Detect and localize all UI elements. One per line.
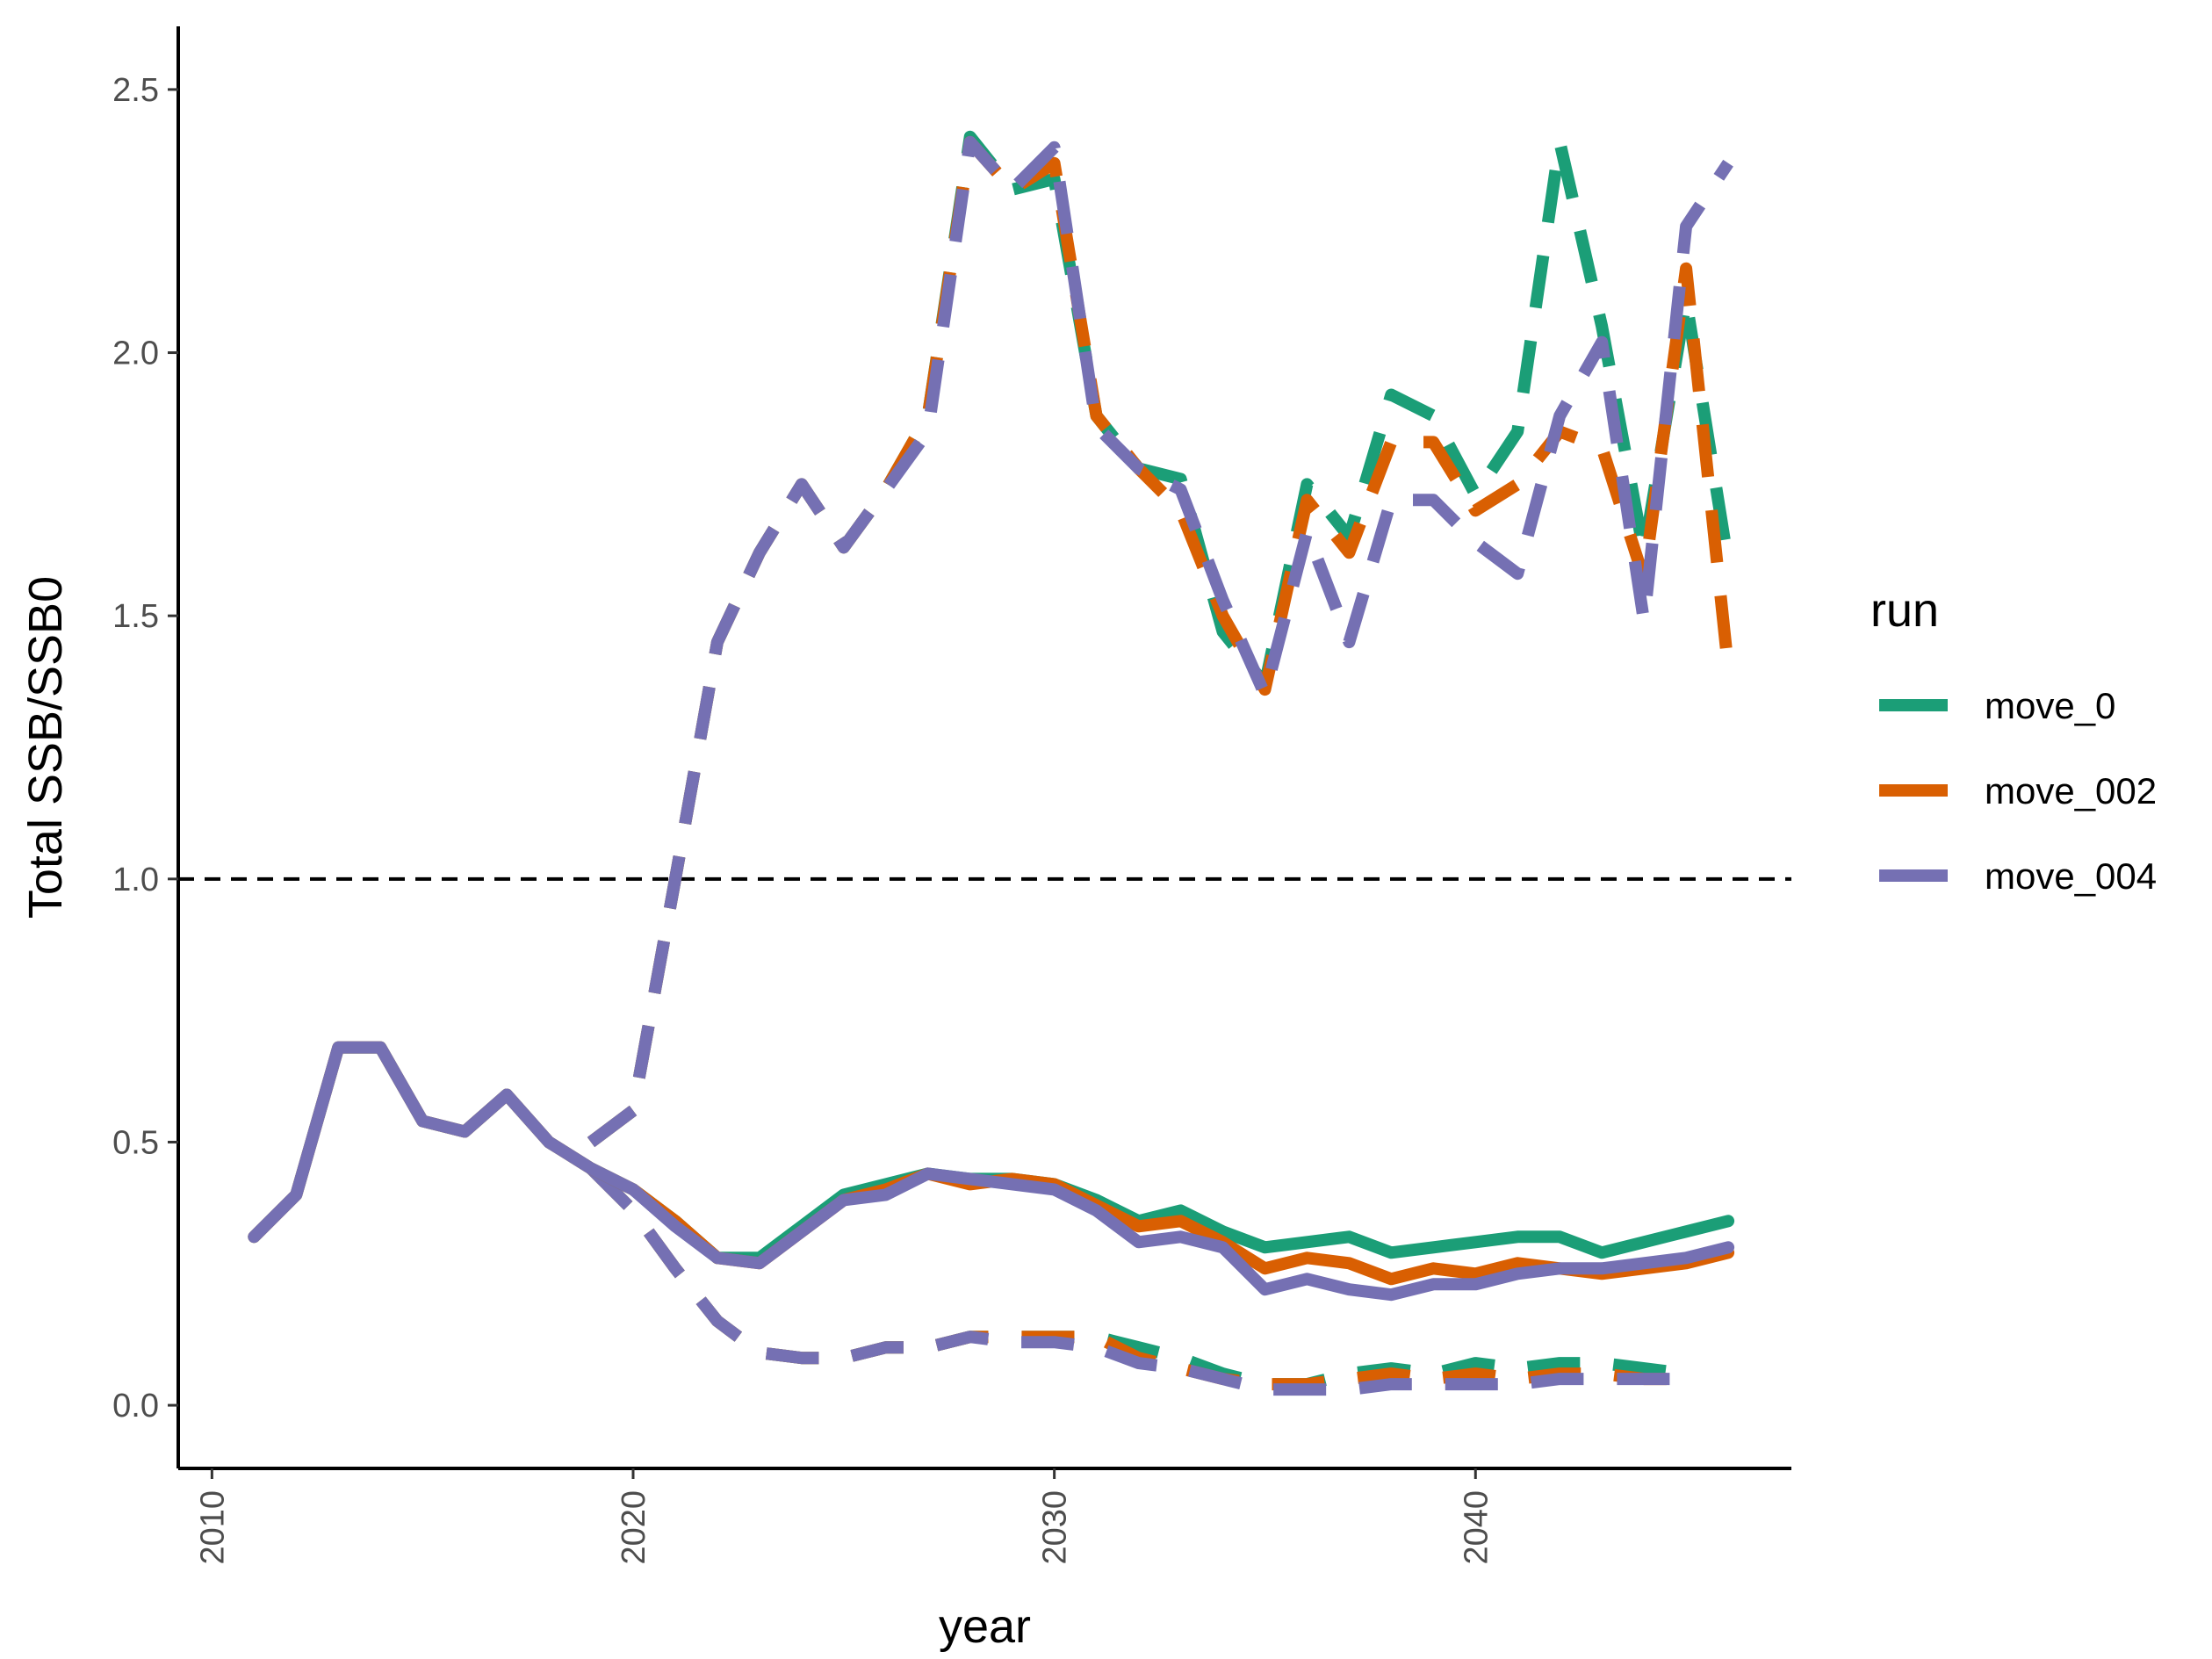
axes-layer: 0.0 0.5 1.0 1.5 2.0 2.5 2010 2020 2030 2040 — [112, 26, 1791, 1565]
series-layer — [178, 130, 1791, 1396]
series-line-move_004-solid-8 — [248, 1041, 1735, 1302]
series-line-move_004-dashed-2 — [587, 135, 1733, 1148]
legend-label-move_004: move_004 — [1985, 855, 2157, 897]
legend-title: run — [1870, 584, 1939, 637]
y-tick-label: 0.5 — [112, 1124, 159, 1161]
y-tick-label: 2.5 — [112, 72, 159, 109]
x-tick-label: 2030 — [1037, 1490, 1074, 1565]
series-line-move_0-dashed-0 — [587, 130, 1735, 1148]
y-axis-title: Total SSB/SSB0 — [19, 576, 72, 919]
x-tick-label: 2010 — [194, 1490, 231, 1565]
y-tick-label: 0.0 — [112, 1388, 159, 1425]
x-tick-label: 2020 — [616, 1490, 652, 1565]
series-line-move_0-solid-6 — [248, 1041, 1735, 1265]
series-line-move_002-dashed-1 — [587, 135, 1735, 1148]
y-tick-label: 2.0 — [112, 335, 159, 372]
y-tick-label: 1.5 — [112, 598, 159, 635]
x-tick-label: 2040 — [1458, 1490, 1495, 1565]
y-tick-label: 1.0 — [112, 862, 159, 898]
x-axis-title: year — [939, 1600, 1031, 1653]
legend-label-move_0: move_0 — [1985, 685, 2115, 726]
legend-label-move_002: move_002 — [1985, 770, 2157, 811]
legend: run move_0 move_002 move_004 — [1870, 584, 2157, 897]
series-line-move_004-dashed-5 — [587, 1164, 1687, 1396]
